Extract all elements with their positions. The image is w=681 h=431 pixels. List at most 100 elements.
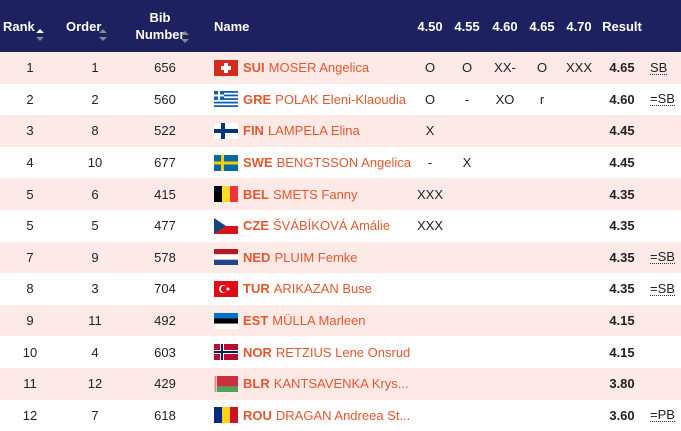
bib-cell: 618 [154, 407, 176, 423]
result-cell: 4.35 [609, 186, 635, 202]
bib-header[interactable]: Bib Number [130, 0, 190, 52]
athlete-name[interactable]: ŠVÁBÍKOVÁ Amálie [273, 218, 391, 234]
rank-cell: 5 [26, 218, 34, 234]
country-code: GRE [243, 91, 272, 107]
athlete-cell: BLR KANTSAVENKA Krys... [214, 368, 409, 400]
flag [214, 154, 238, 171]
country-code: EST [243, 313, 269, 329]
result-cell: 4.15 [609, 344, 635, 360]
country-code: BEL [243, 186, 269, 202]
result-header: Result [596, 0, 648, 52]
record-note: =SB [650, 249, 675, 265]
result-cell: 4.60 [609, 91, 635, 107]
athlete-name[interactable]: SMETS Fanny [273, 186, 358, 202]
order-cell: 6 [91, 186, 99, 202]
table-row: 3 8 522 FIN LAMPELA Elina X 4.45 [0, 115, 681, 147]
order-cell: 9 [91, 249, 99, 265]
attempt-cell: X [462, 155, 472, 171]
order-cell: 10 [87, 155, 103, 171]
table-row: 7 9 578 NED PLUIM Femke 4.35 =SB [0, 241, 681, 274]
athlete-name[interactable]: LAMPELA Elina [267, 123, 360, 139]
athlete-cell: ROU DRAGAN Andreea St... [214, 400, 410, 431]
country-code: CZE [243, 218, 269, 234]
order-cell: 1 [91, 60, 99, 76]
athlete-name[interactable]: MÜLLA Marleen [272, 313, 366, 329]
attempt-cell: - [427, 155, 433, 171]
order-cell: 3 [91, 281, 99, 297]
athlete-cell: EST MÜLLA Marleen [214, 305, 366, 337]
height-header: 4.50 [417, 18, 443, 34]
athlete-name[interactable]: MOSER Angelica [268, 60, 370, 76]
header-label: Order [66, 18, 102, 34]
flag [214, 217, 238, 234]
athlete-name[interactable]: DRAGAN Andreea St... [275, 407, 411, 423]
sort-icon [36, 29, 44, 41]
bib-cell: 677 [154, 155, 176, 171]
order-cell: 4 [91, 344, 99, 360]
athlete-cell: TUR ARIKAZAN Buse [214, 273, 372, 305]
note-cell: =PB [650, 400, 680, 431]
order-cell: 8 [91, 123, 99, 139]
record-note: =PB [650, 407, 675, 423]
country-code: BLR [243, 376, 270, 392]
table-row: 2 2 560 GRE POLAK Eleni-Klaoudia O - XO r 4.60 =SB [0, 83, 681, 116]
attempt-cell: r [539, 91, 545, 107]
result-cell: 4.35 [609, 249, 635, 265]
note-cell: =SB [650, 273, 680, 305]
order-cell: 5 [91, 218, 99, 234]
note-cell: =SB [650, 84, 680, 116]
result-cell: 3.60 [609, 407, 635, 423]
order-header[interactable]: Order [66, 0, 101, 52]
order-cell: 2 [91, 91, 99, 107]
note-cell: =SB [650, 242, 680, 274]
bib-cell: 578 [154, 249, 176, 265]
table-row: 11 12 429 BLR KANTSAVENKA Krys... 3.80 [0, 368, 681, 400]
table-row: 5 6 415 BEL SMETS Fanny XXX 4.35 [0, 178, 681, 210]
flag [214, 186, 238, 203]
order-cell: 11 [88, 313, 102, 329]
athlete-name[interactable]: PLUIM Femke [274, 249, 358, 265]
bib-cell: 522 [154, 123, 176, 139]
rank-cell: 4 [26, 155, 34, 171]
header-label: Bib Number [135, 10, 185, 42]
country-code: NOR [243, 344, 272, 360]
athlete-name[interactable]: ARIKAZAN Buse [273, 281, 372, 297]
attempt-cell: XO [495, 91, 515, 107]
athlete-name[interactable]: BENGTSSON Angelica [276, 155, 412, 171]
rank-cell: 7 [26, 249, 34, 265]
flag [214, 407, 238, 424]
athlete-name[interactable]: RETZIUS Lene Onsrud [275, 344, 411, 360]
flag [214, 344, 238, 361]
attempt-cell: O [424, 60, 436, 76]
rank-header[interactable]: Rank [3, 0, 35, 52]
bib-cell: 704 [154, 281, 176, 297]
result-cell: 4.45 [609, 155, 635, 171]
flag [214, 59, 238, 76]
bib-cell: 415 [154, 186, 176, 202]
athlete-name[interactable]: POLAK Eleni-Klaoudia [275, 91, 406, 107]
country-code: SUI [243, 60, 265, 76]
attempt-cell: XX- [494, 60, 516, 76]
rank-cell: 12 [22, 407, 38, 423]
sort-icon [181, 31, 189, 43]
order-cell: 7 [91, 407, 99, 423]
attempt-cell: X [425, 123, 435, 139]
country-code: NED [243, 249, 271, 265]
athlete-name[interactable]: KANTSAVENKA Krys... [273, 376, 409, 392]
result-cell: 4.35 [609, 281, 635, 297]
sort-icon [99, 29, 107, 41]
bib-cell: 477 [154, 218, 176, 234]
height-header: 4.55 [454, 18, 480, 34]
bib-cell: 656 [154, 60, 176, 76]
table-row: 1 1 656 SUI MOSER Angelica O O XX- O XXX 4.65 SB [0, 52, 681, 84]
name-header: Name [214, 0, 249, 52]
flag [214, 375, 238, 392]
table-header: Rank Order Bib Number Name Result 4.50 4.… [0, 0, 681, 52]
athlete-cell: SWE BENGTSSON Angelica [214, 147, 411, 179]
rank-cell: 11 [23, 376, 37, 392]
rank-cell: 2 [26, 91, 34, 107]
rank-cell: 5 [26, 186, 34, 202]
bib-cell: 492 [154, 313, 176, 329]
country-code: FIN [243, 123, 264, 139]
